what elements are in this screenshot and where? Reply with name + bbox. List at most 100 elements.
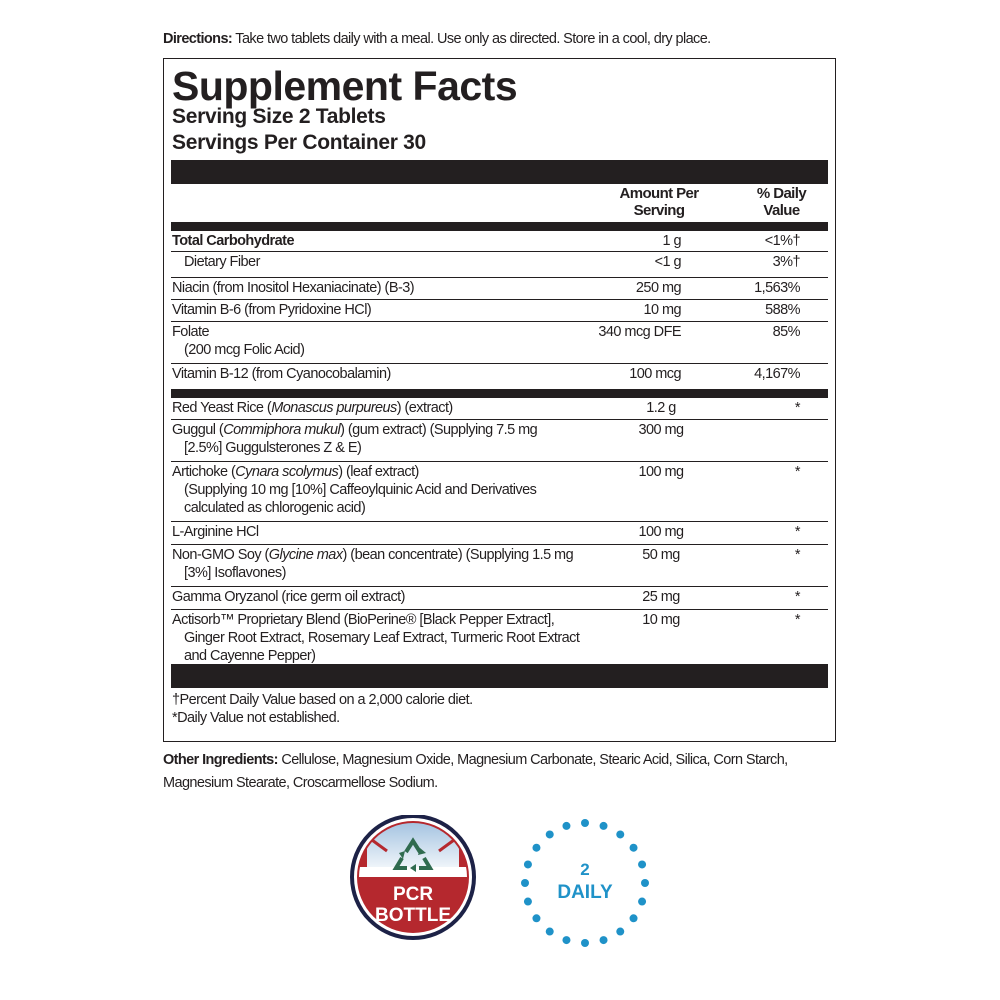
nutrient-name-line: and Cayenne Pepper) <box>172 647 612 665</box>
table-row: L-Arginine HCl 100 mg * <box>171 522 828 545</box>
name-text: (Supplying 10 mg [10%] Caffeoylquinic Ac… <box>184 482 537 498</box>
nutrient-name-line: (200 mcg Folic Acid) <box>172 341 612 359</box>
nutrient-name: Red Yeast Rice (Monascus purpureus) (ext… <box>172 399 612 417</box>
name-text: Vitamin B-6 (from Pyridoxine HCl) <box>172 302 372 318</box>
table-row: Non-GMO Soy (Glycine max) (bean concentr… <box>171 545 828 587</box>
nutrient-name-line: Folate <box>172 323 612 341</box>
daily-value: * <box>794 547 801 563</box>
dot <box>629 914 638 923</box>
daily-value: * <box>794 524 801 540</box>
dot <box>562 821 571 830</box>
amount-per-serving: 25 mg <box>642 589 680 605</box>
table-row: Folate (200 mcg Folic Acid) 340 mcg DFE 85% <box>171 322 828 364</box>
amount-per-serving: <1 g <box>654 254 682 270</box>
name-text: ) (leaf extract) <box>338 464 419 480</box>
dot <box>545 927 554 936</box>
dot <box>641 879 649 887</box>
dot <box>638 897 647 906</box>
table-row: Dietary Fiber <1 g 3%† <box>171 252 828 278</box>
divider-bar <box>171 160 828 184</box>
directions-label: Directions: <box>163 31 233 47</box>
nutrient-table: Total Carbohydrate 1 g <1%† Dietary Fiber <1… <box>171 231 828 668</box>
name-text: Guggul ( <box>172 422 224 438</box>
nutrient-name: Vitamin B-6 (from Pyridoxine HCl) <box>172 301 612 319</box>
name-text: Niacin (from Inositol Hexaniacinate) (B-… <box>172 280 415 296</box>
name-text: Actisorb™ Proprietary Blend (BioPerine® … <box>172 612 555 628</box>
name-text: Non-GMO Soy ( <box>172 547 269 563</box>
latin-name: Cynara scolymus <box>235 464 339 480</box>
name-text: calculated as chlorogenic acid) <box>184 500 366 516</box>
pcr-label: PCR <box>393 884 433 905</box>
dot <box>616 830 625 839</box>
dot <box>521 879 529 887</box>
dot <box>523 860 532 869</box>
name-text: L-Arginine HCl <box>172 524 259 540</box>
nutrient-name-line: [3%] Isoflavones) <box>172 564 612 582</box>
nutrient-name-line: Actisorb™ Proprietary Blend (BioPerine® … <box>172 611 612 629</box>
daily-value: * <box>794 589 801 605</box>
nutrient-name-line: Guggul (Commiphora mukul) (gum extract) … <box>172 421 612 439</box>
daily-value: * <box>794 400 801 416</box>
amount-per-serving: 100 mg <box>638 464 684 480</box>
directions-text: Take two tablets daily with a meal. Use … <box>232 31 711 47</box>
other-ingredients: Other Ingredients: Cellulose, Magnesium … <box>163 749 813 795</box>
table-row: Red Yeast Rice (Monascus purpureus) (ext… <box>171 398 828 420</box>
nutrient-name-line: Gamma Oryzanol (rice germ oil extract) <box>172 588 612 606</box>
daily-value: 1,563% <box>754 280 800 296</box>
footnotes: †Percent Daily Value based on a 2,000 ca… <box>172 691 473 727</box>
nutrient-name-line: Dietary Fiber <box>172 253 612 271</box>
nutrient-name-line: Total Carbohydrate <box>172 232 612 250</box>
directions: Directions: Take two tablets daily with … <box>163 31 711 47</box>
dot <box>532 914 541 923</box>
amount-per-serving: 1.2 g <box>646 400 676 416</box>
amount-per-serving: 50 mg <box>642 547 680 563</box>
daily-value: * <box>794 612 801 628</box>
nutrient-name-line: Non-GMO Soy (Glycine max) (bean concentr… <box>172 546 612 564</box>
divider-bar <box>171 664 828 688</box>
name-text: [2.5%] Guggulsterones Z & E) <box>184 440 362 456</box>
daily-number: 2 <box>580 860 589 879</box>
dot <box>562 936 571 945</box>
table-row: Total Carbohydrate 1 g <1%† <box>171 231 828 252</box>
dot <box>629 843 638 852</box>
name-text: Vitamin B-12 (from Cyanocobalamin) <box>172 366 391 382</box>
name-text: ) (extract) <box>396 400 454 416</box>
dot <box>545 830 554 839</box>
header-dv-line: Value <box>763 202 800 219</box>
latin-name: Monascus purpureus <box>271 400 397 416</box>
name-text: ) (bean concentrate) (Supplying 1.5 mg <box>342 547 574 563</box>
nutrient-name: Actisorb™ Proprietary Blend (BioPerine® … <box>172 611 612 665</box>
name-text: and Cayenne Pepper) <box>184 648 316 664</box>
header-amount-line: Amount Per <box>619 185 699 202</box>
name-text: Dietary Fiber <box>184 254 260 270</box>
dot <box>616 927 625 936</box>
daily-label: DAILY <box>557 882 613 903</box>
table-row: Vitamin B-6 (from Pyridoxine HCl) 10 mg 58… <box>171 300 828 322</box>
name-text: Red Yeast Rice ( <box>172 400 272 416</box>
header-amount-line: Serving <box>633 202 685 219</box>
dot <box>532 843 541 852</box>
nutrient-name-line: [2.5%] Guggulsterones Z & E) <box>172 439 612 457</box>
nutrient-name-line: Vitamin B-12 (from Cyanocobalamin) <box>172 365 612 383</box>
nutrient-name-line: (Supplying 10 mg [10%] Caffeoylquinic Ac… <box>172 481 612 499</box>
servings-per-container: Servings Per Container 30 <box>172 131 426 154</box>
name-text: Gamma Oryzanol (rice germ oil extract) <box>172 589 405 605</box>
table-row: Niacin (from Inositol Hexaniacinate) (B-… <box>171 278 828 300</box>
name-text: ) (gum extract) (Supplying 7.5 mg <box>340 422 538 438</box>
nutrient-name: L-Arginine HCl <box>172 523 612 541</box>
dot <box>638 860 647 869</box>
footnote: †Percent Daily Value based on a 2,000 ca… <box>172 692 473 708</box>
daily-value: 85% <box>772 324 801 340</box>
supplement-facts-panel: Supplement Facts Serving Size 2 Tablets … <box>163 58 836 742</box>
nutrient-name: Gamma Oryzanol (rice germ oil extract) <box>172 588 612 606</box>
nutrient-name: Total Carbohydrate <box>172 232 612 250</box>
daily-value: 4,167% <box>754 366 800 382</box>
amount-per-serving: 100 mcg <box>629 366 681 382</box>
header-dv-line: % Daily <box>756 185 807 202</box>
daily-value: <1%† <box>764 233 801 249</box>
name-text: Folate <box>172 324 210 340</box>
amount-per-serving: 10 mg <box>643 302 681 318</box>
table-row: Actisorb™ Proprietary Blend (BioPerine® … <box>171 610 828 668</box>
recycle-icon <box>392 837 434 872</box>
nutrient-name: Guggul (Commiphora mukul) (gum extract) … <box>172 421 612 457</box>
